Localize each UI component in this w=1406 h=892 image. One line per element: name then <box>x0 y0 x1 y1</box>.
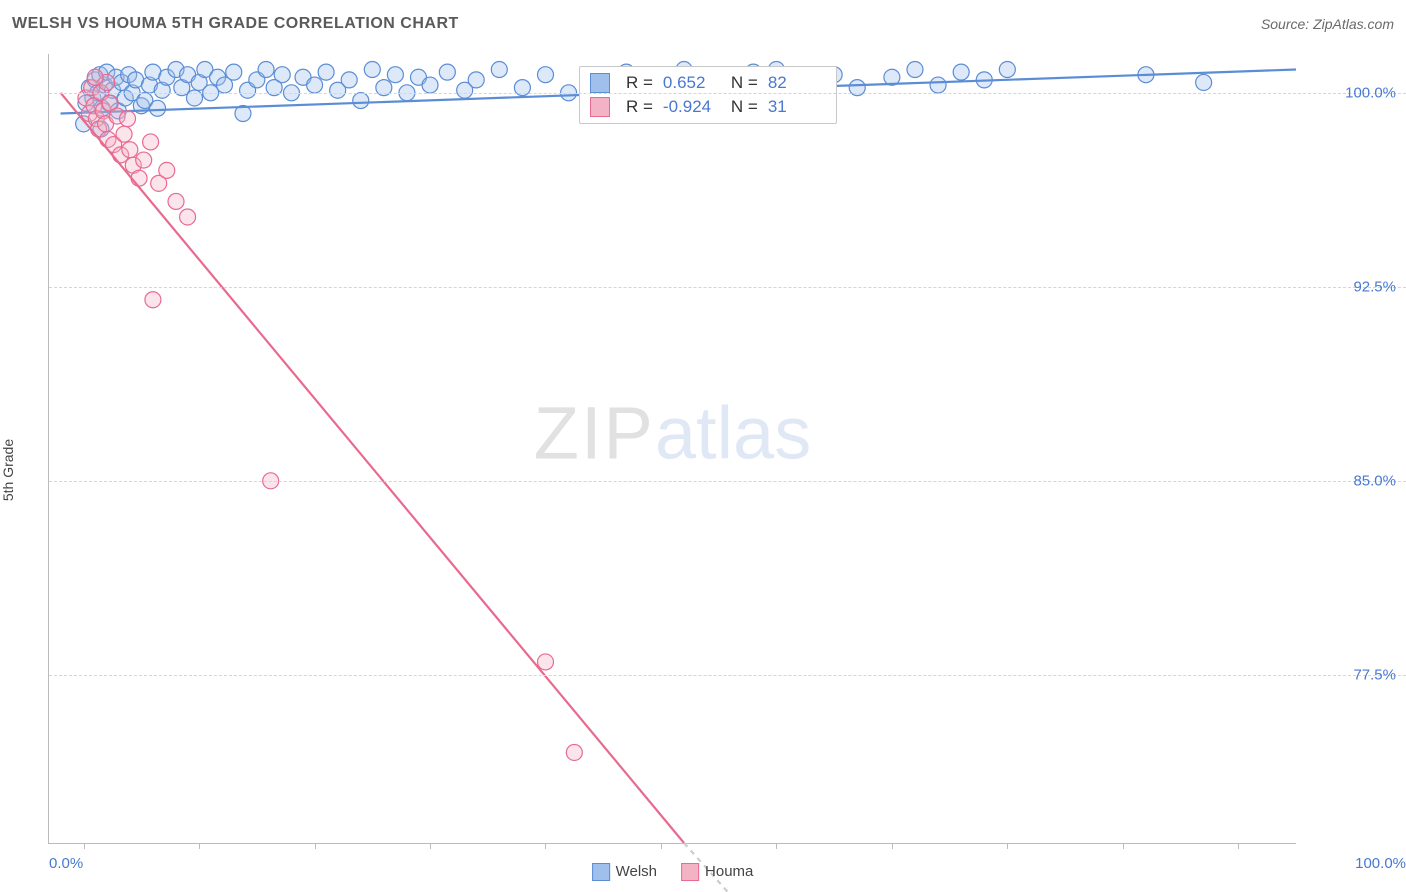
legend-label: Houma <box>705 863 753 880</box>
gridline <box>49 287 1406 288</box>
scatter-point <box>145 292 161 308</box>
scatter-point <box>387 67 403 83</box>
chart-title: WELSH VS HOUMA 5TH GRADE CORRELATION CHA… <box>12 15 459 33</box>
scatter-point <box>537 654 553 670</box>
scatter-point <box>353 93 369 109</box>
x-tick <box>776 843 777 849</box>
scatter-point <box>566 744 582 760</box>
legend-label: Welsh <box>616 863 657 880</box>
stat-n-value: 82 <box>768 73 826 93</box>
stat-n-label: N = <box>731 97 758 117</box>
scatter-point <box>122 142 138 158</box>
legend-swatch <box>681 863 699 881</box>
x-tick <box>1238 843 1239 849</box>
legend-swatch <box>592 863 610 881</box>
source-attribution: Source: ZipAtlas.com <box>1261 16 1394 32</box>
gridline <box>49 675 1406 676</box>
stat-n-label: N = <box>731 73 758 93</box>
scatter-point <box>468 72 484 88</box>
x-tick-max: 100.0% <box>1355 855 1406 872</box>
scatter-point <box>136 152 152 168</box>
x-tick <box>1007 843 1008 849</box>
stats-row: R = -0.924 N = 31 <box>590 95 826 119</box>
x-tick-min: 0.0% <box>49 855 83 872</box>
y-tick-label: 100.0% <box>1306 84 1396 101</box>
scatter-point <box>439 64 455 80</box>
stat-r-value: 0.652 <box>663 73 721 93</box>
x-tick <box>315 843 316 849</box>
stat-r-label: R = <box>626 97 653 117</box>
gridline <box>49 481 1406 482</box>
scatter-point <box>226 64 242 80</box>
y-tick-label: 92.5% <box>1306 278 1396 295</box>
scatter-point <box>422 77 438 93</box>
scatter-svg <box>49 54 1296 843</box>
scatter-point <box>930 77 946 93</box>
legend-swatch <box>590 97 610 117</box>
chart-header: WELSH VS HOUMA 5TH GRADE CORRELATION CHA… <box>0 0 1406 48</box>
stat-n-value: 31 <box>768 97 826 117</box>
plot-region: ZIPatlas 0.0% 100.0% WelshHouma R =0.652… <box>48 54 1296 844</box>
scatter-point <box>87 69 103 85</box>
scatter-point <box>258 62 274 78</box>
scatter-point <box>274 67 290 83</box>
scatter-point <box>491 62 507 78</box>
legend-swatch <box>590 73 610 93</box>
stat-r-value: -0.924 <box>663 97 721 117</box>
scatter-point <box>318 64 334 80</box>
x-tick <box>661 843 662 849</box>
chart-area: 5th Grade ZIPatlas 0.0% 100.0% WelshHoum… <box>0 48 1406 892</box>
y-axis-label: 5th Grade <box>0 439 16 501</box>
gridline <box>49 93 1406 94</box>
scatter-point <box>120 111 136 127</box>
legend-item: Houma <box>681 863 753 881</box>
scatter-point <box>131 170 147 186</box>
scatter-point <box>364 62 380 78</box>
scatter-point <box>1196 74 1212 90</box>
scatter-point <box>159 162 175 178</box>
x-tick <box>892 843 893 849</box>
scatter-point <box>537 67 553 83</box>
scatter-point <box>907 62 923 78</box>
scatter-point <box>307 77 323 93</box>
scatter-point <box>168 193 184 209</box>
y-tick-label: 85.0% <box>1306 472 1396 489</box>
scatter-point <box>180 209 196 225</box>
y-tick-label: 77.5% <box>1306 666 1396 683</box>
scatter-point <box>116 126 132 142</box>
scatter-point <box>341 72 357 88</box>
stats-box: R = 0.652 N = 82 R = -0.924 N = 31 <box>579 66 837 124</box>
x-tick <box>545 843 546 849</box>
trend-line <box>61 93 685 843</box>
x-tick <box>84 843 85 849</box>
x-legend: Welsh Houma <box>592 863 754 881</box>
x-tick <box>1123 843 1124 849</box>
stats-row: R = 0.652 N = 82 <box>590 71 826 95</box>
scatter-point <box>999 62 1015 78</box>
x-tick <box>199 843 200 849</box>
scatter-point <box>953 64 969 80</box>
scatter-point <box>150 100 166 116</box>
stat-r-label: R = <box>626 73 653 93</box>
legend-item: Welsh <box>592 863 657 881</box>
scatter-point <box>143 134 159 150</box>
x-tick <box>430 843 431 849</box>
